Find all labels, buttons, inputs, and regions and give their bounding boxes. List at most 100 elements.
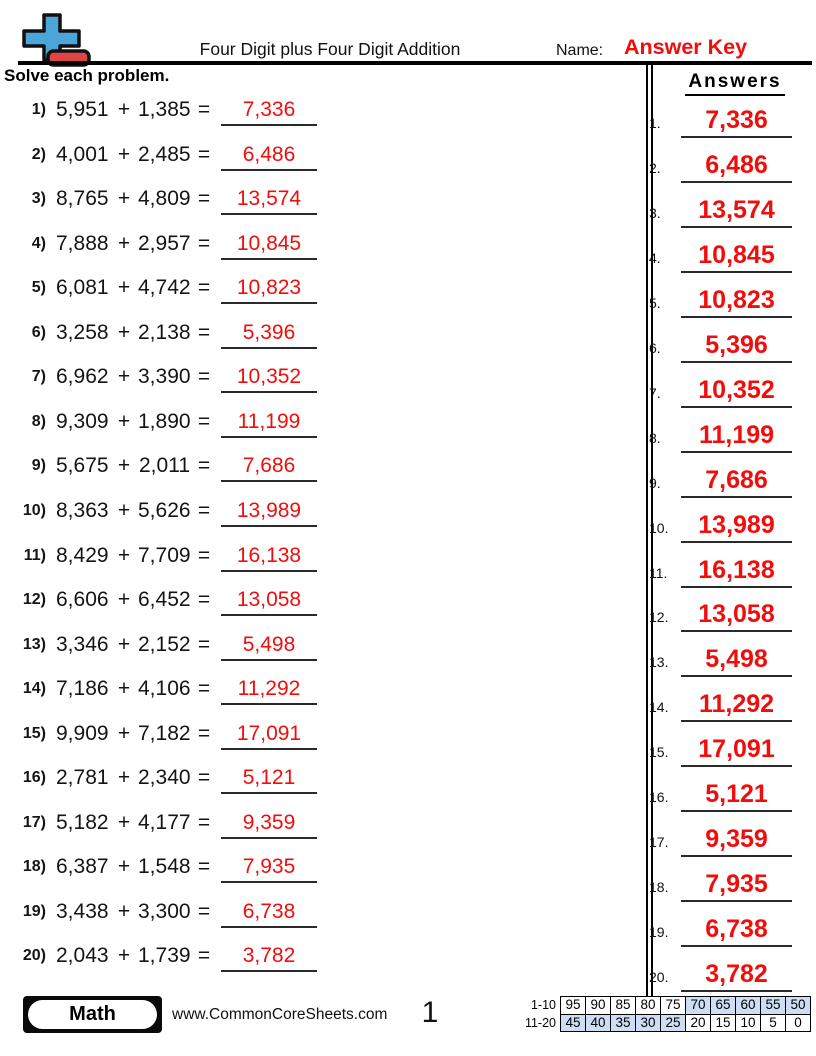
score-cell: 25	[660, 1013, 686, 1032]
problem-operand-b: 4,177	[138, 810, 191, 834]
problem-answer: 6,486	[242, 142, 296, 166]
equals-sign: =	[197, 543, 211, 567]
answer-blank: 5,498	[681, 646, 792, 678]
problem-answer-blank: 10,823	[221, 276, 317, 305]
equals-sign: =	[197, 454, 211, 478]
answer-row: 6. 5,396	[649, 332, 792, 363]
plus-operator: +	[117, 543, 131, 567]
answer-number: 1.	[649, 115, 661, 131]
problem-row: 1) 5,951 + 1,385 = 7,336	[14, 98, 317, 126]
answer-blank: 11,292	[681, 691, 792, 723]
problem-operand-a: 7,186	[56, 677, 109, 701]
answer-blank: 7,686	[681, 467, 792, 498]
problem-answer-blank: 6,738	[221, 900, 317, 928]
problem-operand-b: 1,548	[138, 855, 191, 879]
plus-operator: +	[117, 632, 131, 656]
problem-answer: 17,091	[236, 721, 302, 745]
problem-row: 6) 3,258 + 2,138 = 5,396	[14, 321, 317, 349]
problem-answer: 13,989	[236, 498, 302, 522]
problem-answer-blank: 10,352	[221, 365, 317, 394]
answer-value: 13,989	[698, 510, 775, 539]
problem-number: 8)	[31, 412, 46, 430]
answer-number: 9.	[649, 474, 661, 491]
equals-sign: =	[197, 498, 211, 522]
answer-row: 14. 11,292	[649, 691, 792, 723]
problem-operand-b: 1,890	[138, 409, 191, 433]
answer-blank: 16,138	[681, 557, 792, 588]
answer-value: 7,336	[705, 106, 768, 134]
problem-operand-b: 1,385	[138, 98, 191, 121]
score-cell: 5	[760, 1013, 786, 1032]
problem-row: 13) 3,346 + 2,152 = 5,498	[14, 633, 317, 661]
problem-operand-a: 3,258	[56, 320, 109, 344]
problem-row: 10) 8,363 + 5,626 = 13,989	[14, 499, 317, 527]
answer-value: 6,738	[705, 915, 768, 944]
answer-row: 20. 3,782	[649, 960, 792, 993]
problem-operand-a: 8,363	[56, 498, 109, 522]
problem-row: 12) 6,606 + 6,452 = 13,058	[14, 588, 317, 617]
plus-operator: +	[117, 498, 131, 522]
subject-badge: Math	[23, 996, 162, 1033]
answer-number: 4.	[649, 249, 661, 266]
problem-operand-b: 3,390	[138, 365, 191, 389]
score-cell: 40	[585, 1013, 611, 1032]
answer-number: 15.	[649, 744, 669, 761]
problem-row: 16) 2,781 + 2,340 = 5,121	[14, 766, 317, 795]
answer-blank: 7,336	[681, 107, 792, 138]
answer-row: 17. 9,359	[649, 826, 792, 858]
problem-number: 11)	[23, 546, 46, 564]
equals-sign: =	[197, 365, 211, 389]
problem-operand-a: 6,606	[56, 588, 109, 612]
plus-operator: +	[117, 409, 131, 433]
answer-value: 17,091	[698, 735, 775, 764]
answer-number: 19.	[649, 924, 669, 941]
score-row: 1-10 95 90 85 80 75 70 65 60 55 50	[518, 996, 811, 1015]
equals-sign: =	[197, 142, 211, 166]
equals-sign: =	[197, 231, 211, 255]
answer-value: 6,486	[705, 150, 768, 179]
plus-operator: +	[117, 365, 131, 389]
answer-number: 18.	[649, 879, 669, 896]
answer-row: 15. 17,091	[649, 735, 792, 768]
page-number: 1	[421, 996, 439, 1029]
answer-value: 10,352	[698, 375, 775, 404]
answer-number: 2.	[649, 159, 661, 176]
plus-operator: +	[117, 187, 131, 211]
answer-value: 5,396	[705, 330, 768, 359]
problem-operand-b: 1,739	[138, 944, 191, 968]
problem-operand-a: 3,438	[56, 899, 109, 923]
answer-number: 13.	[649, 654, 669, 671]
answer-number: 7.	[649, 384, 661, 401]
plus-operator: +	[117, 810, 131, 834]
answer-row: 9. 7,686	[649, 467, 792, 498]
answer-value: 3,782	[705, 960, 768, 989]
problem-operand-b: 2,138	[138, 320, 191, 344]
answer-blank: 10,845	[681, 242, 792, 273]
answer-blank: 17,091	[681, 735, 792, 768]
equals-sign: =	[197, 588, 211, 612]
plus-operator: +	[117, 899, 131, 923]
problem-answer: 11,199	[237, 409, 301, 433]
problem-operand-b: 4,809	[138, 187, 191, 211]
problem-answer-blank: 3,782	[221, 944, 317, 973]
problem-operand-b: 7,709	[138, 543, 191, 567]
score-row-label: 1-10	[530, 998, 556, 1012]
plus-operator: +	[117, 98, 131, 121]
score-cell: 90	[585, 996, 611, 1015]
subject-label: Math	[69, 1003, 116, 1025]
answer-value: 10,823	[698, 285, 775, 314]
answer-value: 11,199	[698, 420, 775, 449]
problem-number: 20)	[22, 947, 46, 965]
score-cell: 65	[710, 996, 736, 1015]
answer-value: 13,058	[698, 600, 775, 629]
answer-blank: 3,782	[681, 960, 792, 993]
problem-operand-a: 7,888	[56, 231, 109, 255]
problem-number: 17)	[22, 813, 46, 831]
problem-answer: 7,686	[242, 454, 296, 478]
problem-answer-blank: 13,058	[221, 588, 317, 617]
answer-blank: 10,352	[681, 377, 792, 408]
problem-operand-b: 5,626	[138, 498, 191, 522]
problem-row: 15) 9,909 + 7,182 = 17,091	[14, 722, 317, 750]
plus-operator: +	[117, 677, 131, 701]
problem-answer-blank: 11,199	[221, 410, 317, 438]
